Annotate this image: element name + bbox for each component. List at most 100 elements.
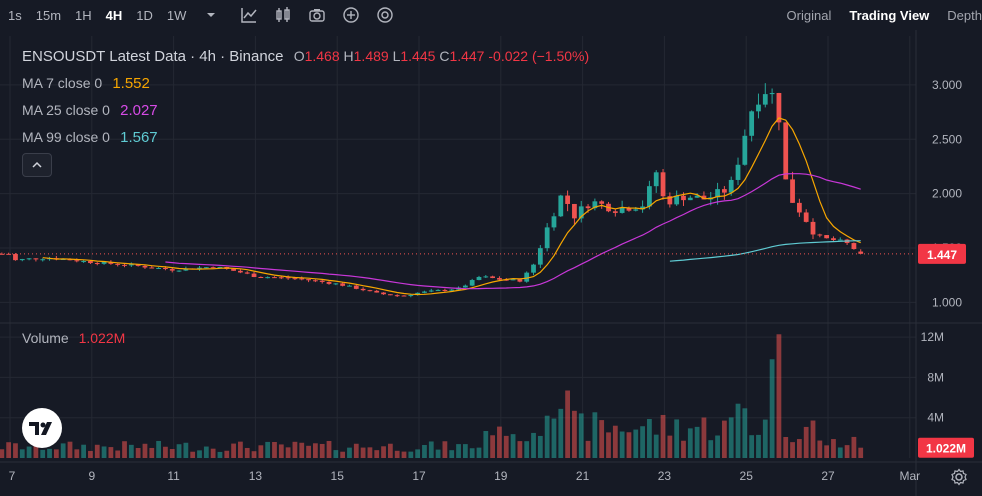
tradingview-logo-icon <box>29 422 52 435</box>
volume-bar <box>244 447 250 458</box>
candle-body <box>163 267 168 270</box>
candle-body <box>531 264 536 273</box>
view-trading-view[interactable]: Trading View <box>849 7 930 23</box>
volume-bar <box>74 449 80 458</box>
volume-bar <box>517 441 523 458</box>
candle-body <box>619 207 625 213</box>
chart-type-icon[interactable] <box>274 6 292 24</box>
candle-body <box>88 261 93 264</box>
volume-bar <box>224 450 230 458</box>
candle-body <box>135 264 141 266</box>
volume-bar <box>210 448 216 458</box>
volume-bar <box>701 417 707 458</box>
volume-bar <box>101 446 107 458</box>
volume-bar <box>163 446 168 458</box>
volume-bar <box>749 435 755 458</box>
candle-body <box>640 206 645 210</box>
volume-bar <box>803 426 809 458</box>
candle-body <box>578 206 584 219</box>
volume-bar <box>40 449 46 458</box>
candle-body <box>490 276 496 279</box>
view-depth[interactable]: Depth <box>947 7 982 23</box>
volume-bar <box>258 445 264 458</box>
volume-bar <box>292 441 298 458</box>
replay-icon[interactable] <box>376 6 394 24</box>
candle-body <box>749 111 755 136</box>
candle-body <box>810 221 816 235</box>
candle-body <box>115 263 121 265</box>
volume-bar <box>81 444 87 458</box>
volume-bar <box>53 449 59 458</box>
ma7-row[interactable]: MA 7 close 0 1.552 <box>22 73 589 100</box>
candle-body <box>326 281 332 284</box>
timeframe-1h[interactable]: 1H <box>75 7 92 23</box>
indicators-icon[interactable] <box>240 6 258 24</box>
volume-bar <box>796 439 802 458</box>
candle-body <box>592 201 598 209</box>
volume-tick-label: 8M <box>927 370 944 384</box>
candle-body <box>824 235 830 239</box>
volume-bar <box>728 417 734 458</box>
candle-body <box>210 267 216 269</box>
timeframe-15m[interactable]: 15m <box>35 7 62 23</box>
volume-bar <box>306 445 311 458</box>
volume-bar <box>19 449 25 458</box>
candle-body <box>381 292 386 295</box>
view-original[interactable]: Original <box>786 7 832 23</box>
volume-bar <box>176 444 182 458</box>
camera-icon[interactable] <box>308 6 326 24</box>
candle-body <box>94 263 100 265</box>
volume-bar <box>381 446 386 458</box>
volume-bar <box>122 441 127 458</box>
low-value: 1.445 <box>400 48 436 64</box>
plus-circle-icon[interactable] <box>342 6 360 24</box>
volume-bar <box>572 410 577 458</box>
volume-bar <box>353 443 359 458</box>
volume-bar <box>565 390 570 458</box>
close-key: C <box>439 48 450 64</box>
collapse-legend-button[interactable] <box>22 153 52 177</box>
candle-body <box>428 290 434 292</box>
volume-bar <box>640 426 645 458</box>
timeframe-1d[interactable]: 1D <box>136 7 153 23</box>
candle-body <box>674 195 680 205</box>
candle-body <box>510 279 516 281</box>
candle-body <box>633 209 639 211</box>
timeframe-1s[interactable]: 1s <box>8 7 22 23</box>
candle-body <box>108 261 114 264</box>
ma25-label: MA 25 close 0 <box>22 102 110 118</box>
timeframe-4h[interactable]: 4H <box>105 7 123 23</box>
tradingview-logo[interactable] <box>22 408 62 448</box>
chevron-down-icon[interactable] <box>202 6 220 24</box>
ma25-row[interactable]: MA 25 close 0 2.027 <box>22 100 589 127</box>
candle-body <box>851 243 857 250</box>
candle-body <box>101 261 107 264</box>
volume-bar <box>394 450 400 458</box>
volume-bar <box>531 432 536 458</box>
volume-bar <box>340 451 346 458</box>
volume-bar <box>374 450 380 458</box>
candle-body <box>251 273 257 277</box>
volume-bar <box>408 451 414 458</box>
candle-body <box>722 189 727 193</box>
volume-legend: Volume 1.022M <box>22 330 125 346</box>
volume-bar <box>0 449 5 458</box>
candle-body <box>831 238 836 241</box>
ma99-label: MA 99 close 0 <box>22 129 110 145</box>
gear-icon[interactable] <box>950 468 968 486</box>
ma99-line <box>669 240 861 262</box>
ma99-row[interactable]: MA 99 close 0 1.567 <box>22 127 589 154</box>
volume-bar <box>653 434 659 458</box>
volume-bar <box>415 449 421 458</box>
timeframe-1w[interactable]: 1W <box>166 7 187 23</box>
candle-body <box>360 288 366 291</box>
volume-bar <box>319 443 325 458</box>
ma25-line <box>165 173 861 290</box>
candle-body <box>74 260 80 262</box>
candle-body <box>476 276 482 281</box>
volume-bar <box>558 408 564 458</box>
candle-body <box>33 258 39 260</box>
volume-bar <box>837 447 843 458</box>
candle-body <box>347 285 352 287</box>
